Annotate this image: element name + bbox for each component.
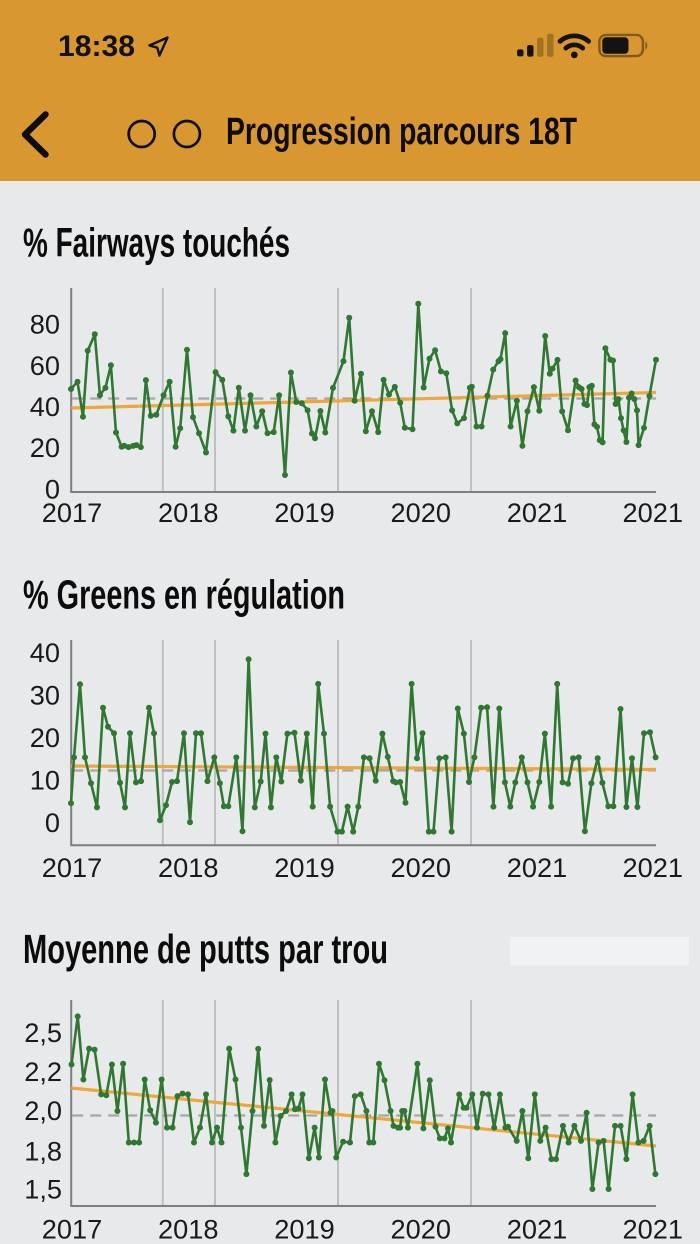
svg-text:2021: 2021 [507, 497, 567, 528]
svg-text:40: 40 [30, 637, 60, 668]
svg-text:18:38: 18:38 [58, 30, 135, 63]
svg-text:Progression parcours 18T: Progression parcours 18T [226, 110, 577, 153]
svg-text:Moyenne de putts par trou: Moyenne de putts par trou [23, 926, 388, 972]
svg-text:2021: 2021 [507, 852, 567, 883]
svg-text:2021: 2021 [623, 852, 683, 883]
svg-text:2,0: 2,0 [24, 1095, 62, 1126]
svg-text:% Greens en régulation: % Greens en régulation [23, 572, 345, 618]
svg-text:% Fairways touchés: % Fairways touchés [23, 220, 290, 266]
svg-text:2020: 2020 [391, 1214, 451, 1244]
svg-text:2019: 2019 [274, 497, 334, 528]
svg-text:40: 40 [30, 391, 60, 422]
svg-text:30: 30 [30, 679, 60, 710]
svg-text:80: 80 [30, 309, 60, 340]
svg-text:20: 20 [30, 722, 60, 753]
svg-text:1,5: 1,5 [24, 1174, 62, 1205]
svg-text:10: 10 [30, 764, 60, 795]
svg-text:0: 0 [45, 807, 60, 838]
svg-text:2019: 2019 [274, 852, 334, 883]
svg-text:2020: 2020 [391, 852, 451, 883]
svg-text:2020: 2020 [391, 497, 451, 528]
svg-text:2,2: 2,2 [24, 1056, 62, 1087]
svg-text:2,5: 2,5 [24, 1017, 62, 1048]
svg-text:0: 0 [45, 474, 60, 505]
svg-text:2021: 2021 [623, 497, 683, 528]
svg-text:2019: 2019 [274, 1214, 334, 1244]
svg-text:60: 60 [30, 350, 60, 381]
svg-text:2018: 2018 [158, 497, 218, 528]
svg-text:2018: 2018 [158, 852, 218, 883]
svg-text:2017: 2017 [42, 852, 102, 883]
svg-text:2021: 2021 [623, 1214, 683, 1244]
svg-text:2018: 2018 [158, 1214, 218, 1244]
svg-text:2021: 2021 [507, 1214, 567, 1244]
svg-text:2017: 2017 [42, 497, 102, 528]
svg-text:20: 20 [30, 432, 60, 463]
svg-text:1,8: 1,8 [24, 1136, 62, 1167]
svg-text:2017: 2017 [42, 1214, 102, 1244]
